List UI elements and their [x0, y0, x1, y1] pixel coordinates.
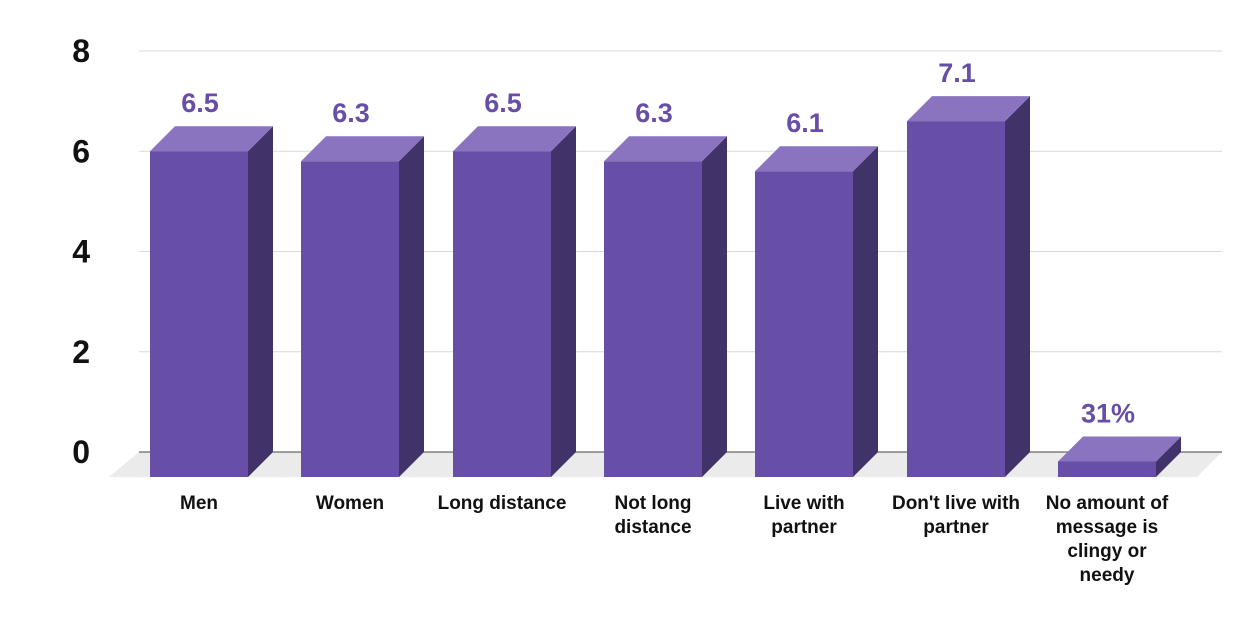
data-label: 6.5	[181, 88, 219, 118]
y-tick-label: 0	[72, 434, 90, 470]
bar-side	[248, 126, 273, 477]
bar	[301, 136, 424, 477]
bar	[453, 126, 576, 477]
category-label-line: partner	[923, 517, 989, 538]
bar-top	[301, 136, 424, 162]
category-label: Not long distance	[578, 492, 728, 540]
category-label: Men	[124, 492, 274, 516]
category-label-line: Men	[180, 493, 218, 514]
category-label: Women	[275, 492, 425, 516]
bar-front	[907, 121, 1005, 478]
category-label-line: clingy or	[1067, 541, 1147, 562]
bar-side	[1156, 436, 1181, 477]
data-label: 6.3	[332, 98, 370, 128]
data-label: 6.1	[786, 108, 824, 138]
category-label: Long distance	[427, 492, 577, 516]
y-tick-label: 8	[72, 33, 90, 69]
category-label-line: Not long	[614, 493, 692, 514]
category-label-line: distance	[614, 517, 692, 538]
category-label-line: message is	[1055, 517, 1159, 538]
bar-front	[604, 161, 702, 477]
bar-top	[453, 126, 576, 152]
y-tick-label: 4	[72, 234, 90, 270]
bar-top	[755, 146, 878, 172]
bar-top	[1058, 436, 1181, 462]
bar-side	[702, 136, 727, 477]
data-label: 7.1	[938, 58, 976, 88]
category-label-line: needy	[1079, 565, 1135, 586]
bar	[907, 96, 1030, 478]
y-tick-label: 2	[72, 334, 90, 370]
bar-top	[907, 96, 1030, 122]
data-label: 6.3	[635, 98, 673, 128]
bar-side	[1005, 96, 1030, 478]
bar	[604, 136, 727, 477]
category-label-line: Don't live with	[891, 493, 1021, 514]
bar-top	[150, 126, 273, 152]
bar-front	[150, 151, 248, 477]
bar-front	[1058, 461, 1156, 477]
category-label: Live with partner	[729, 492, 879, 540]
bar	[755, 146, 878, 478]
bar	[1058, 436, 1181, 477]
bar-side	[853, 146, 878, 478]
bar	[150, 126, 273, 477]
category-label-line: partner	[771, 517, 837, 538]
bar-front	[301, 161, 399, 477]
category-label-line: Women	[315, 493, 385, 514]
category-label-line: Long distance	[437, 493, 567, 514]
bar-front	[453, 151, 551, 477]
bar-top	[604, 136, 727, 162]
bar-front	[755, 171, 853, 478]
bar-side	[551, 126, 576, 477]
data-label: 6.5	[484, 88, 522, 118]
data-label: 31%	[1081, 398, 1135, 428]
category-label-line: Live with	[763, 493, 845, 514]
category-label: No amount of message is clingy or needy	[1032, 492, 1182, 588]
y-tick-label: 6	[72, 133, 90, 169]
category-label: Don't live with partner	[881, 492, 1031, 540]
bar-side	[399, 136, 424, 477]
category-label-line: No amount of	[1045, 493, 1169, 514]
